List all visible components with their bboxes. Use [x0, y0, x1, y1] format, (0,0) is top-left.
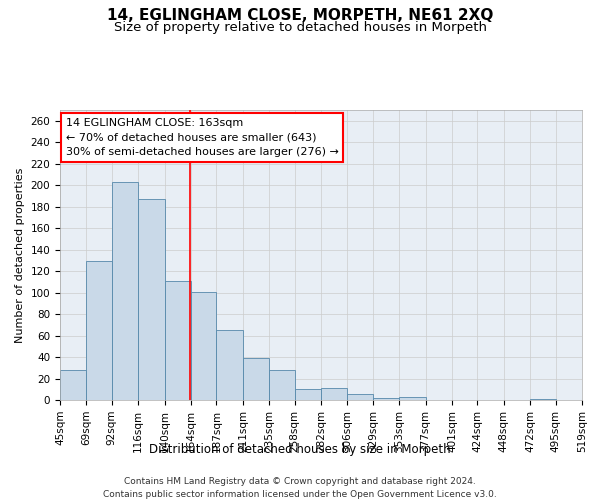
Bar: [269, 370, 295, 400]
Text: Contains public sector information licensed under the Open Government Licence v3: Contains public sector information licen…: [103, 490, 497, 499]
Bar: [373, 398, 399, 400]
Text: Contains HM Land Registry data © Crown copyright and database right 2024.: Contains HM Land Registry data © Crown c…: [124, 478, 476, 486]
Bar: [138, 199, 164, 400]
Bar: [60, 370, 86, 400]
Bar: [86, 262, 112, 400]
Bar: [243, 358, 269, 400]
Text: Distribution of detached houses by size in Morpeth: Distribution of detached houses by size …: [149, 442, 451, 456]
Bar: [530, 399, 556, 400]
Y-axis label: Number of detached properties: Number of detached properties: [15, 168, 25, 342]
Bar: [399, 397, 425, 400]
Text: Size of property relative to detached houses in Morpeth: Size of property relative to detached ho…: [113, 21, 487, 34]
Bar: [347, 394, 373, 400]
Bar: [164, 281, 191, 400]
Bar: [217, 330, 243, 400]
Bar: [191, 292, 217, 400]
Text: 14, EGLINGHAM CLOSE, MORPETH, NE61 2XQ: 14, EGLINGHAM CLOSE, MORPETH, NE61 2XQ: [107, 8, 493, 22]
Bar: [295, 390, 321, 400]
Bar: [112, 182, 138, 400]
Bar: [321, 388, 347, 400]
Text: 14 EGLINGHAM CLOSE: 163sqm
← 70% of detached houses are smaller (643)
30% of sem: 14 EGLINGHAM CLOSE: 163sqm ← 70% of deta…: [65, 118, 338, 157]
